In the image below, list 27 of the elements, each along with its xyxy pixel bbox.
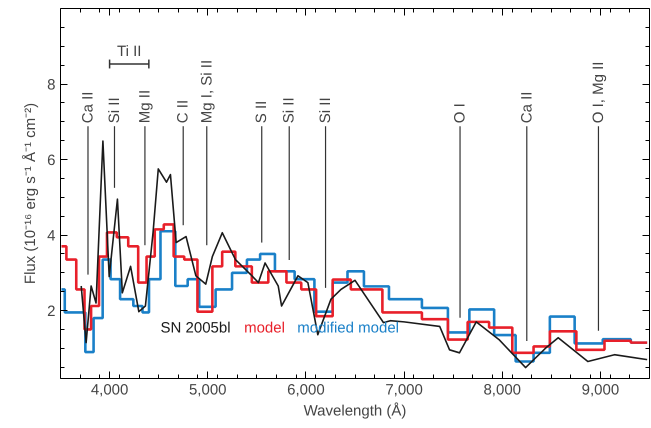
x-tick-label: 9,000 <box>582 382 620 398</box>
ref-line-label: O I, Mg II <box>590 62 607 124</box>
ref-line-label: Mg II <box>136 90 154 124</box>
ref-line-label: Si II <box>106 97 123 124</box>
y-tick-label: 6 <box>47 152 56 170</box>
y-tick-label: 2 <box>47 303 56 320</box>
ref-line-label: Ca II <box>518 92 536 124</box>
y-tick-label: 4 <box>47 228 56 245</box>
ref-line-label: Si II <box>280 97 298 124</box>
x-tick-label: 8,000 <box>483 382 522 398</box>
annotation: Ti II <box>116 43 142 60</box>
x-tick-label: 6,000 <box>287 382 325 398</box>
series-label: SN 2005bl <box>160 320 231 336</box>
text: model <box>244 320 285 336</box>
y-axis-title: Flux (10⁻¹⁶ erg s⁻¹ Å⁻¹ cm⁻²) <box>21 102 40 284</box>
ref-line-label: O I <box>452 103 469 124</box>
ref-line-label: C II <box>174 100 192 124</box>
ref-line-label: S II <box>253 100 270 124</box>
x-axis-title: Wavelength (Å) <box>304 402 406 420</box>
ref-line-label: Si II <box>317 97 334 124</box>
x-tick-label: 5,000 <box>188 382 227 398</box>
x-tick-label: 7,000 <box>385 382 423 398</box>
x-tick-label: 4,000 <box>90 382 128 398</box>
ref-line-label: Mg I, Si II <box>198 60 216 124</box>
y-tick-label: 8 <box>47 76 56 94</box>
line-series <box>80 140 648 368</box>
ref-line-label: Ca II <box>79 92 96 124</box>
